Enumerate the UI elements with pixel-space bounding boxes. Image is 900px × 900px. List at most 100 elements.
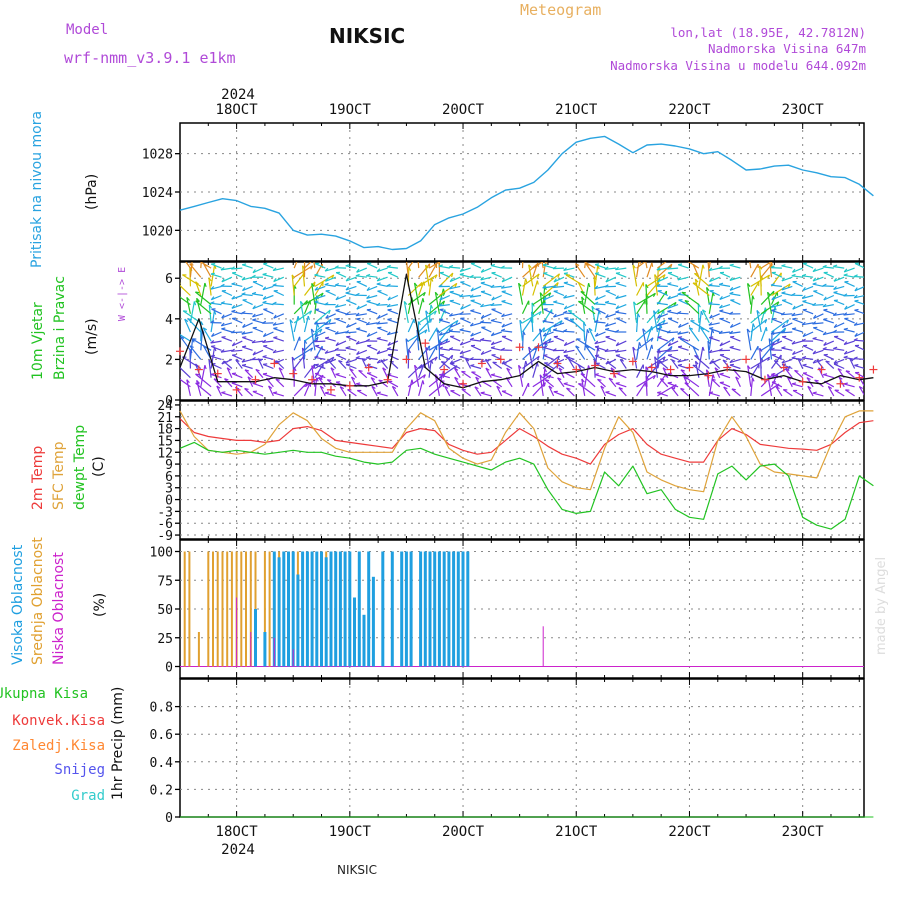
- wind-arrow-head: [557, 355, 560, 360]
- wind-arrow-head: [781, 277, 786, 282]
- wind-arrow-head: [230, 348, 235, 352]
- wind-arrow-head: [210, 272, 216, 275]
- wind-arrow-head: [371, 385, 376, 390]
- wind-arrow: [688, 327, 700, 342]
- wind-arrow: [844, 349, 855, 355]
- high-cloud-bar: [390, 551, 394, 667]
- wind-arrow: [231, 272, 243, 278]
- wind-arrow: [730, 322, 741, 329]
- wind-arrow: [802, 372, 814, 379]
- wind-arrow: [542, 273, 560, 287]
- wind-arrow-head: [173, 292, 177, 293]
- wind-arrow-head: [657, 314, 661, 319]
- wind-arrow: [781, 285, 793, 291]
- temp-unit: (C): [91, 456, 107, 477]
- wind-arrow: [314, 294, 326, 300]
- wind-arrow-head: [844, 305, 848, 310]
- wind-arrow-head: [356, 351, 360, 355]
- wind-arrow: [750, 323, 754, 342]
- wind-arrow: [667, 304, 679, 309]
- wind-arrow: [210, 273, 222, 278]
- wind-arrow: [437, 329, 440, 351]
- high-cloud-bar: [362, 614, 366, 667]
- wind-arrow: [833, 276, 845, 282]
- wind-arrow: [491, 272, 502, 278]
- wind-arrow-head: [324, 302, 329, 306]
- wind-arrow: [802, 357, 814, 360]
- wind-arrow: [823, 340, 835, 346]
- wind-arrow: [667, 354, 679, 360]
- graupel-label: Grad: [71, 788, 105, 804]
- wind-arrow-head: [666, 266, 671, 270]
- wind-arrow: [289, 319, 295, 342]
- wind-arrow: [241, 276, 253, 281]
- wind-arrow: [335, 267, 347, 269]
- wind-arrow-head: [544, 379, 550, 382]
- wind-arrow-head: [833, 291, 838, 294]
- wind-arrow-head: [428, 263, 431, 268]
- wind-arrow: [356, 281, 368, 287]
- wind-arrow-head: [314, 273, 319, 276]
- panel-frame-temperature: [179, 400, 865, 540]
- wind-arrow: [827, 386, 835, 397]
- top-day-label: 22OCT: [668, 102, 711, 118]
- wind-arrow: [203, 263, 212, 278]
- wind-arrow-head: [316, 377, 319, 382]
- high-cloud-bar: [404, 551, 408, 667]
- wind-arrow-head: [189, 345, 194, 348]
- wind-arrow-head: [677, 310, 682, 314]
- wind-arrow-head: [449, 285, 453, 290]
- wind-arrow: [313, 262, 316, 269]
- wind-arrow-head: [423, 374, 426, 379]
- wind-arrow-head: [386, 303, 391, 308]
- wind-arrow: [180, 331, 181, 332]
- wind-arrow-head: [792, 268, 796, 273]
- wind-arrow: [844, 304, 855, 310]
- wind-arrow: [480, 304, 492, 308]
- wind-arrow: [781, 292, 793, 297]
- wind-arrow-head: [455, 320, 459, 325]
- wind-arrow: [636, 313, 639, 333]
- wind-arrow-head: [539, 374, 544, 379]
- wind-arrow: [822, 266, 834, 269]
- wind-arrow: [719, 272, 731, 278]
- wind-arrow-head: [448, 347, 454, 350]
- wind-arrow-head: [196, 297, 200, 302]
- wind-arrow-head: [187, 318, 192, 321]
- wind-arrow: [518, 283, 524, 305]
- wind-arrow-head: [405, 338, 409, 343]
- wind-arrow: [594, 285, 606, 290]
- wind-arrow-head: [729, 359, 734, 364]
- wind-arrow-head: [445, 338, 449, 343]
- wind-arrow: [843, 267, 855, 273]
- wind-arrow: [338, 360, 347, 369]
- wind-arrow-head: [210, 296, 215, 301]
- wind-arrow: [199, 262, 212, 269]
- wind-arrow: [854, 322, 864, 326]
- wind-arrow: [615, 349, 627, 353]
- wind-arrow-head: [241, 292, 246, 295]
- wind-arrow: [771, 319, 789, 333]
- wind-arrow-head: [812, 268, 817, 273]
- wind-arrow: [521, 300, 530, 315]
- wind-arrow-head: [335, 373, 340, 375]
- wind-arrow: [656, 349, 668, 353]
- wind-arrow: [262, 373, 274, 379]
- wind-arrow-head: [683, 376, 688, 380]
- wind-arrow-head: [422, 380, 425, 385]
- wind-arrow-head: [552, 265, 557, 270]
- wind-arrow-head: [575, 345, 580, 349]
- wind-arrow-head: [428, 345, 431, 350]
- wind-arrow: [293, 300, 308, 315]
- wind-arrow: [376, 349, 388, 355]
- wind-arrow-head: [594, 340, 599, 345]
- wind-arrow-head: [528, 264, 532, 269]
- wind-arrow-head: [643, 247, 646, 250]
- wind-arrow: [355, 275, 367, 278]
- wind-arrow-head: [656, 267, 661, 271]
- wind-arrow: [563, 349, 575, 354]
- wind-arrow: [189, 345, 202, 360]
- wind-arrow-head: [594, 332, 599, 337]
- wind-arrow-head: [382, 367, 387, 371]
- high-cloud-bar: [282, 551, 286, 667]
